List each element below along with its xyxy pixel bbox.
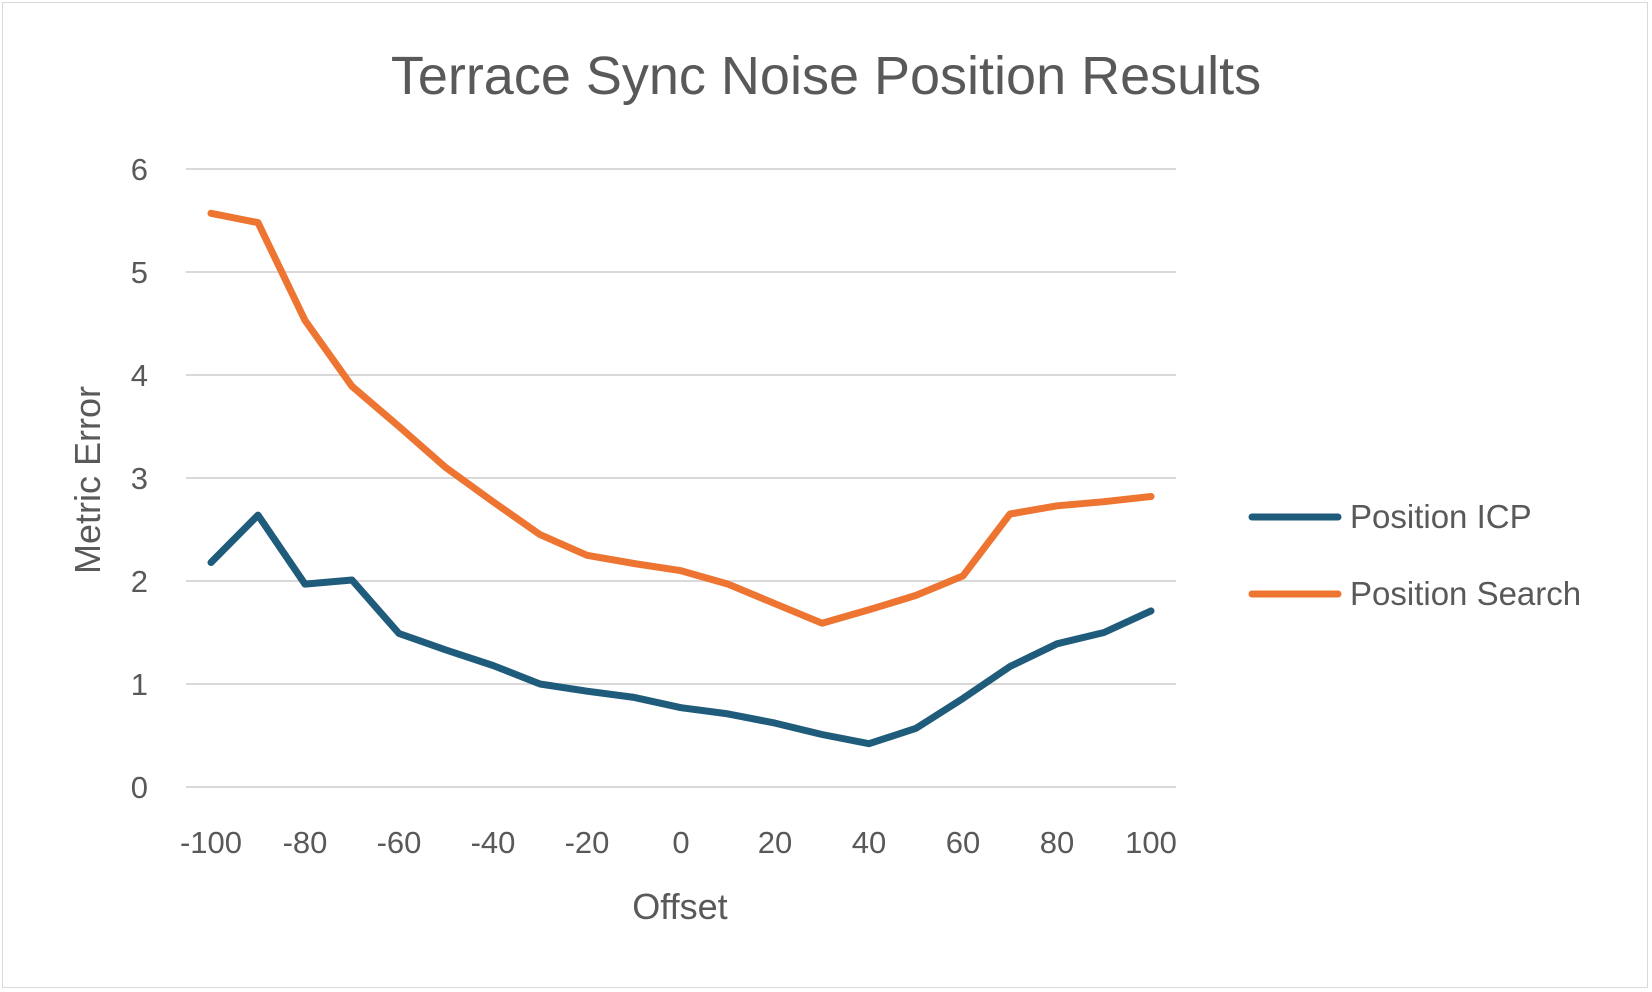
x-axis-ticks: -100 -80 -60 -40 -20 0 20 40 60 80 100 [180, 825, 1177, 860]
series-line-position-icp [207, 511, 1155, 748]
x-tick-label: 100 [1125, 825, 1177, 860]
x-tick-label: -20 [565, 825, 610, 860]
x-tick-label: 60 [946, 825, 980, 860]
y-tick-label: 3 [131, 461, 148, 496]
y-tick-label: 2 [131, 564, 148, 599]
y-axis-title: Metric Error [67, 386, 108, 574]
y-axis-ticks: 0 1 2 3 4 5 6 [131, 152, 148, 805]
x-tick-label: 80 [1040, 825, 1074, 860]
gridlines [186, 168, 1176, 788]
y-tick-label: 6 [131, 152, 148, 187]
y-tick-label: 1 [131, 667, 148, 702]
x-tick-label: 40 [852, 825, 886, 860]
legend-label-position-search: Position Search [1350, 575, 1581, 612]
x-tick-label: -40 [471, 825, 516, 860]
x-tick-label: -100 [180, 825, 242, 860]
y-tick-label: 5 [131, 255, 148, 290]
x-axis-title: Offset [632, 886, 727, 927]
x-tick-label: -60 [377, 825, 422, 860]
legend: Position ICP Position Search [1248, 498, 1581, 612]
x-tick-label: 20 [758, 825, 792, 860]
series-line-position-search [207, 209, 1155, 627]
x-tick-label: -80 [283, 825, 328, 860]
y-tick-label: 0 [131, 770, 148, 805]
series-lines [207, 209, 1155, 748]
chart-title: Terrace Sync Noise Position Results [391, 46, 1261, 106]
x-tick-label: 0 [672, 825, 689, 860]
y-tick-label: 4 [131, 358, 148, 393]
legend-label-position-icp: Position ICP [1350, 498, 1532, 535]
